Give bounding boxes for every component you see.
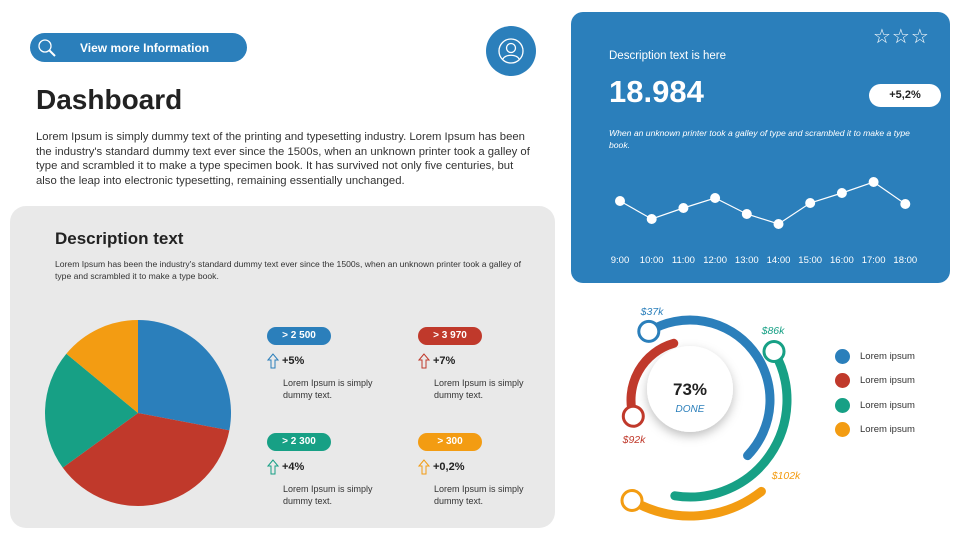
line-point [678,203,689,213]
x-tick-label: 11:00 [672,255,695,266]
change-badge: +5,2% [869,84,941,107]
stat-badge: > 3 970 [418,327,482,345]
legend-item: Lorem ipsum [835,393,915,418]
pie-slice [66,320,138,413]
done-label: DONE [676,404,705,415]
arrow-up-icon [267,353,279,369]
line-point [646,214,657,224]
pie-slice [45,353,138,468]
legend-item: Lorem ipsum [835,344,915,369]
radial-progress-chart: 73% DONE $37k $92k $86k $102k [620,306,801,521]
stat-text: Lorem Ipsum is simply dummy text. [434,484,524,506]
line-point [868,177,879,187]
x-tick-label: 16:00 [830,255,854,266]
card-description: Description text is here [609,50,726,62]
view-more-button[interactable]: View more Information [30,33,247,62]
stat-block: > 300 +0,2% Lorem Ipsum is simply dummy … [418,433,544,507]
center-circle [647,346,733,432]
card-value: 18.984 [609,74,704,109]
legend-dot [835,348,850,364]
x-tick-label: 18:00 [893,255,917,266]
user-icon [498,38,524,64]
x-tick-label: 17:00 [862,255,886,266]
panel-text: Lorem Ipsum has been the industry's stan… [55,259,521,281]
metric-card: ☆☆☆ Description text is here 18.984 +5,2… [571,12,950,283]
done-percent: 73% [673,380,707,399]
arrow-up-icon [267,459,279,475]
ring-value-label: $86k [761,325,786,337]
page-title: Dashboard [36,84,183,115]
star-rating[interactable]: ☆☆☆ [873,26,930,48]
line-point [900,199,911,209]
stat-block: > 2 500 +5% Lorem Ipsum is simply dummy … [267,327,393,401]
ring-value-label: $92k [622,434,647,446]
legend-label: Lorem ipsum [860,350,915,362]
stat-badge: > 300 [418,433,482,451]
line-chart: 9:00 10:00 11:00 12:00 13:00 14:00 15:00 16:00 1… [611,177,917,266]
pie-chart [45,320,231,506]
legend-label: Lorem ipsum [860,424,915,436]
ring-value-label: $37k [640,306,665,318]
x-tick-label: 14:00 [767,255,791,266]
stat-block: > 3 970 +7% Lorem Ipsum is simply dummy … [418,327,544,401]
panel-title: Description text [55,229,184,248]
arrow-up-icon [418,459,430,475]
intro-text: Lorem Ipsum is simply dummy text of the … [36,131,530,187]
line-point [615,196,625,206]
line-point [805,198,816,208]
progress-ring [627,486,766,521]
ring-marker [620,488,644,512]
x-tick-label: 10:00 [640,255,664,266]
line-series [619,181,906,225]
x-tick-label: 12:00 [703,255,727,266]
line-point [710,193,721,203]
stat-text: Lorem Ipsum is simply dummy text. [283,484,373,506]
ring-marker [762,340,786,363]
line-point [836,188,847,198]
view-more-label: View more Information [80,40,210,55]
pie-slice [138,320,231,431]
stat-text: Lorem Ipsum is simply dummy text. [283,378,373,400]
legend-label: Lorem ipsum [860,399,915,411]
stat-change: +4% [282,461,305,473]
legend-dot [835,397,850,413]
legend-dot [835,373,850,389]
progress-ring [644,315,775,461]
stat-change: +0,2% [433,461,465,473]
legend-dot [835,422,850,438]
stat-badge: > 2 300 [267,433,331,451]
legend-label: Lorem ipsum [860,375,915,387]
search-icon [38,38,56,57]
card-note: When an unknown printer took a galley of… [609,128,910,150]
ring-value-label: $102k [771,470,801,482]
stat-badge: > 2 500 [267,327,331,345]
legend-item: Lorem ipsum [835,369,915,394]
legend-item: Lorem ipsum [835,418,915,443]
stat-change: +7% [433,355,456,367]
ring-marker [621,404,645,428]
x-tick-label: 15:00 [798,255,822,266]
ring-marker [637,319,661,343]
progress-ring [670,347,792,502]
line-point [773,219,784,229]
user-button[interactable] [486,26,536,76]
stat-block: > 2 300 +4% Lorem Ipsum is simply dummy … [267,433,393,507]
x-tick-label: 9:00 [611,255,630,266]
line-point [741,209,752,219]
stat-change: +5% [282,355,305,367]
arrow-up-icon [418,353,430,369]
stat-text: Lorem Ipsum is simply dummy text. [434,378,524,400]
x-tick-label: 13:00 [735,255,759,266]
pie-slice [62,413,230,506]
